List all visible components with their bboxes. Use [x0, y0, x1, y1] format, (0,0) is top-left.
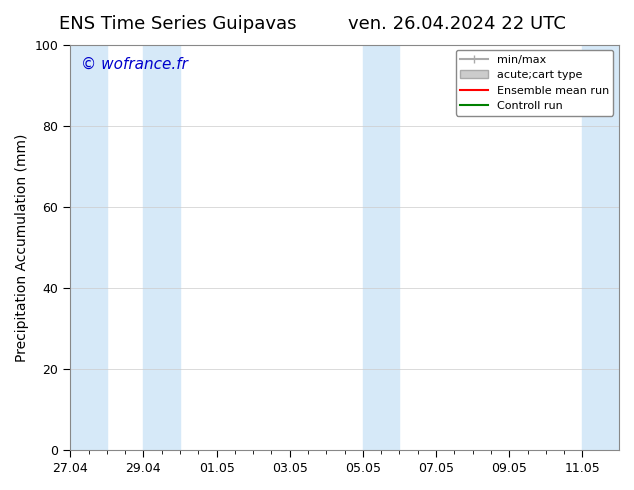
Y-axis label: Precipitation Accumulation (mm): Precipitation Accumulation (mm) — [15, 133, 29, 362]
Legend: min/max, acute;cart type, Ensemble mean run, Controll run: min/max, acute;cart type, Ensemble mean … — [456, 50, 614, 116]
Text: ven. 26.04.2024 22 UTC: ven. 26.04.2024 22 UTC — [347, 15, 566, 33]
Bar — [143, 45, 180, 450]
Bar — [363, 45, 399, 450]
Text: ENS Time Series Guipavas: ENS Time Series Guipavas — [59, 15, 296, 33]
Bar — [583, 45, 619, 450]
Text: © wofrance.fr: © wofrance.fr — [81, 57, 188, 72]
Bar — [70, 45, 107, 450]
